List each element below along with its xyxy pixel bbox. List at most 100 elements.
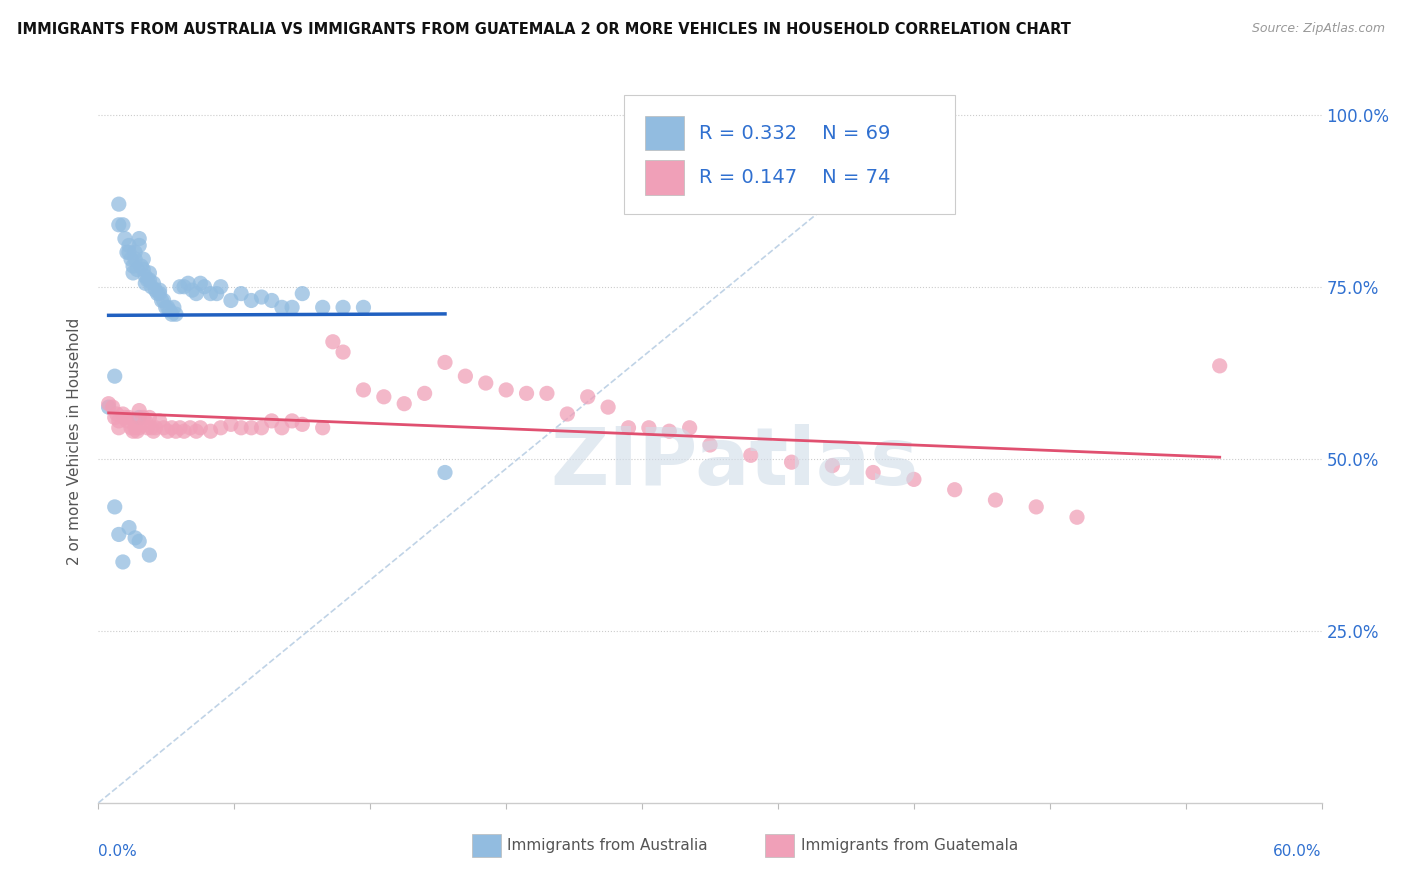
Point bbox=[128, 410, 150, 425]
Point bbox=[332, 301, 354, 315]
Point bbox=[134, 269, 156, 284]
Point bbox=[281, 301, 304, 315]
Point bbox=[658, 424, 681, 438]
Text: Source: ZipAtlas.com: Source: ZipAtlas.com bbox=[1251, 22, 1385, 36]
Point bbox=[132, 252, 155, 267]
Point bbox=[149, 286, 172, 301]
Point bbox=[413, 386, 436, 401]
Point bbox=[434, 466, 457, 480]
Point bbox=[205, 286, 228, 301]
Point bbox=[138, 410, 160, 425]
Point bbox=[270, 421, 294, 435]
Point bbox=[392, 397, 416, 411]
Point bbox=[141, 421, 163, 435]
Point bbox=[200, 424, 222, 438]
Point bbox=[617, 421, 640, 435]
Point bbox=[128, 534, 150, 549]
Point bbox=[188, 421, 212, 435]
Point bbox=[780, 455, 803, 469]
Point bbox=[1209, 359, 1232, 373]
Point bbox=[250, 421, 273, 435]
Point bbox=[312, 421, 335, 435]
Point bbox=[160, 421, 183, 435]
Point bbox=[740, 448, 762, 462]
Text: Immigrants from Australia: Immigrants from Australia bbox=[508, 838, 707, 853]
Point bbox=[270, 301, 294, 315]
Point bbox=[159, 303, 181, 318]
Point bbox=[984, 493, 1007, 508]
Point bbox=[250, 290, 273, 304]
Text: Immigrants from Guatemala: Immigrants from Guatemala bbox=[800, 838, 1018, 853]
Point bbox=[373, 390, 395, 404]
Point bbox=[516, 386, 538, 401]
Point bbox=[193, 279, 215, 293]
FancyBboxPatch shape bbox=[765, 834, 794, 857]
Point bbox=[104, 500, 127, 514]
Point bbox=[108, 218, 131, 232]
Point bbox=[128, 238, 150, 252]
Point bbox=[260, 414, 283, 428]
Point bbox=[240, 421, 263, 435]
Point bbox=[862, 466, 884, 480]
Point bbox=[145, 283, 167, 297]
Point bbox=[322, 334, 344, 349]
Text: ZIPatlas: ZIPatlas bbox=[550, 425, 918, 502]
Point bbox=[281, 414, 304, 428]
Point bbox=[129, 259, 152, 273]
Text: 0.0%: 0.0% bbox=[98, 845, 138, 860]
Point bbox=[134, 414, 156, 428]
Point bbox=[108, 527, 131, 541]
Point bbox=[120, 421, 142, 435]
Point bbox=[165, 307, 187, 321]
Point bbox=[156, 301, 179, 315]
Point bbox=[118, 238, 141, 252]
Point bbox=[145, 421, 167, 435]
Point bbox=[495, 383, 517, 397]
Point bbox=[209, 279, 232, 293]
Point bbox=[127, 262, 149, 277]
Point bbox=[231, 421, 253, 435]
Point bbox=[124, 245, 146, 260]
Point bbox=[177, 277, 200, 291]
Point bbox=[115, 245, 138, 260]
Point bbox=[598, 400, 620, 414]
Text: IMMIGRANTS FROM AUSTRALIA VS IMMIGRANTS FROM GUATEMALA 2 OR MORE VEHICLES IN HOU: IMMIGRANTS FROM AUSTRALIA VS IMMIGRANTS … bbox=[17, 22, 1071, 37]
Text: R = 0.147    N = 74: R = 0.147 N = 74 bbox=[699, 169, 890, 187]
Point bbox=[555, 407, 579, 421]
Point bbox=[291, 417, 314, 432]
Point bbox=[105, 407, 128, 421]
Point bbox=[186, 424, 208, 438]
Point bbox=[1025, 500, 1047, 514]
Point bbox=[114, 410, 136, 425]
Point bbox=[124, 531, 146, 545]
Point bbox=[101, 400, 124, 414]
Point bbox=[142, 277, 165, 291]
Point bbox=[132, 410, 155, 425]
Point bbox=[149, 283, 172, 297]
Point bbox=[576, 390, 599, 404]
Point bbox=[181, 283, 204, 297]
Point bbox=[142, 424, 165, 438]
Text: R = 0.332    N = 69: R = 0.332 N = 69 bbox=[699, 123, 890, 143]
Point bbox=[124, 252, 146, 267]
FancyBboxPatch shape bbox=[471, 834, 501, 857]
Point bbox=[111, 407, 134, 421]
Point bbox=[132, 262, 155, 277]
Point bbox=[165, 424, 187, 438]
Point bbox=[114, 231, 136, 245]
FancyBboxPatch shape bbox=[645, 116, 685, 151]
Point bbox=[108, 197, 131, 211]
Point bbox=[120, 252, 142, 267]
Point bbox=[111, 218, 134, 232]
Point bbox=[149, 414, 172, 428]
Point bbox=[141, 279, 163, 293]
Point bbox=[124, 421, 146, 435]
Point bbox=[291, 286, 314, 301]
Point bbox=[1066, 510, 1088, 524]
Point bbox=[352, 301, 374, 315]
Point bbox=[173, 424, 195, 438]
Point bbox=[97, 397, 120, 411]
Point bbox=[97, 400, 120, 414]
Point bbox=[240, 293, 263, 308]
Point bbox=[118, 410, 141, 425]
